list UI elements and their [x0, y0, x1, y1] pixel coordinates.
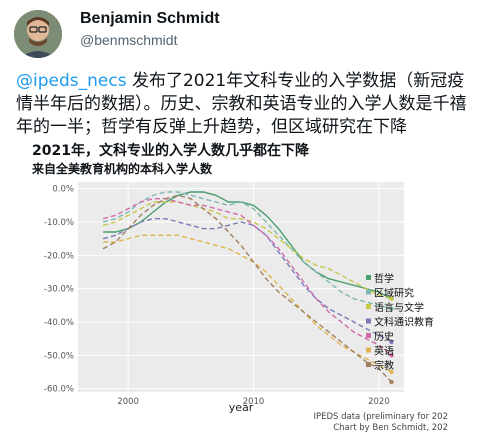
series-line-5 [102, 198, 392, 356]
series-line-1 [103, 191, 392, 300]
series-line-6 [103, 234, 392, 373]
mention-link[interactable]: @ipeds_necs [16, 71, 127, 91]
tweet-body: 发布了2021年文科专业的入学数据（新冠疫情半年后的数据）。历史、宗教和英语专业… [16, 71, 467, 137]
series-label: 英语 [374, 345, 394, 358]
series-end-point [389, 353, 394, 358]
y-tick-label: -40.0% [44, 318, 74, 328]
series-line-2 [102, 191, 392, 310]
series-end-point [389, 379, 394, 385]
line-chart: 0.0% -10.0% -20.0% -30.0% -40.0% -50.0% -60.0%… [44, 182, 448, 433]
x-axis-label: year [229, 401, 254, 414]
y-tick-label: -50.0% [44, 351, 74, 361]
label-swatch [366, 275, 371, 280]
footnote-line-2: Chart by Ben Schmidt, 202 [333, 423, 448, 433]
label-swatch [366, 304, 371, 309]
y-tick-label: -10.0% [44, 218, 74, 228]
series-end-point [389, 296, 394, 301]
y-tick-label: -60.0% [44, 385, 74, 395]
series-label: 区域研究 [374, 287, 414, 300]
label-swatch [366, 347, 371, 353]
series-label: 语言与文学 [374, 301, 424, 314]
label-swatch [366, 318, 371, 324]
series-end-point [389, 339, 394, 345]
series-label: 历史 [374, 331, 394, 343]
author-name[interactable]: Benjamin Schmidt [80, 10, 220, 27]
y-tick-label: -30.0% [44, 285, 74, 295]
label-swatch [366, 362, 371, 367]
series-label: 文科通识教育 [374, 316, 434, 329]
series-label: 宗教 [374, 359, 394, 372]
author-handle[interactable]: @benmschmidt [80, 32, 178, 48]
chart-image[interactable]: 2021年，文科专业的入学人数几乎都在下降 来自全美教育机构的本科入学人数 0.… [28, 138, 454, 434]
avatar-image [14, 10, 62, 58]
series-label: 哲学 [374, 272, 394, 285]
label-swatch [366, 333, 371, 338]
x-tick-label: 2000 [117, 397, 139, 407]
series-line-7 [102, 194, 393, 383]
tweet-text: @ipeds_necs 发布了2021年文科专业的入学数据（新冠疫情半年后的数据… [16, 70, 468, 139]
x-tick-label: 2010 [243, 397, 265, 407]
y-tick-label: -20.0% [44, 251, 74, 261]
series-line-4 [102, 217, 392, 343]
chart-title: 2021年，文科专业的入学人数几乎都在下降 [32, 143, 309, 159]
label-swatch [366, 289, 371, 295]
chart-subtitle: 来自全美教育机构的本科入学人数 [32, 162, 213, 176]
footnote-line-1: IPEDS data (preliminary for 202 [313, 412, 448, 422]
y-tick-label: 0.0% [52, 185, 74, 195]
x-tick-label: 2020 [368, 397, 390, 407]
series-end-point [389, 306, 394, 311]
avatar[interactable] [14, 10, 62, 58]
plot-panel [78, 182, 404, 392]
series-end-point [389, 369, 394, 375]
